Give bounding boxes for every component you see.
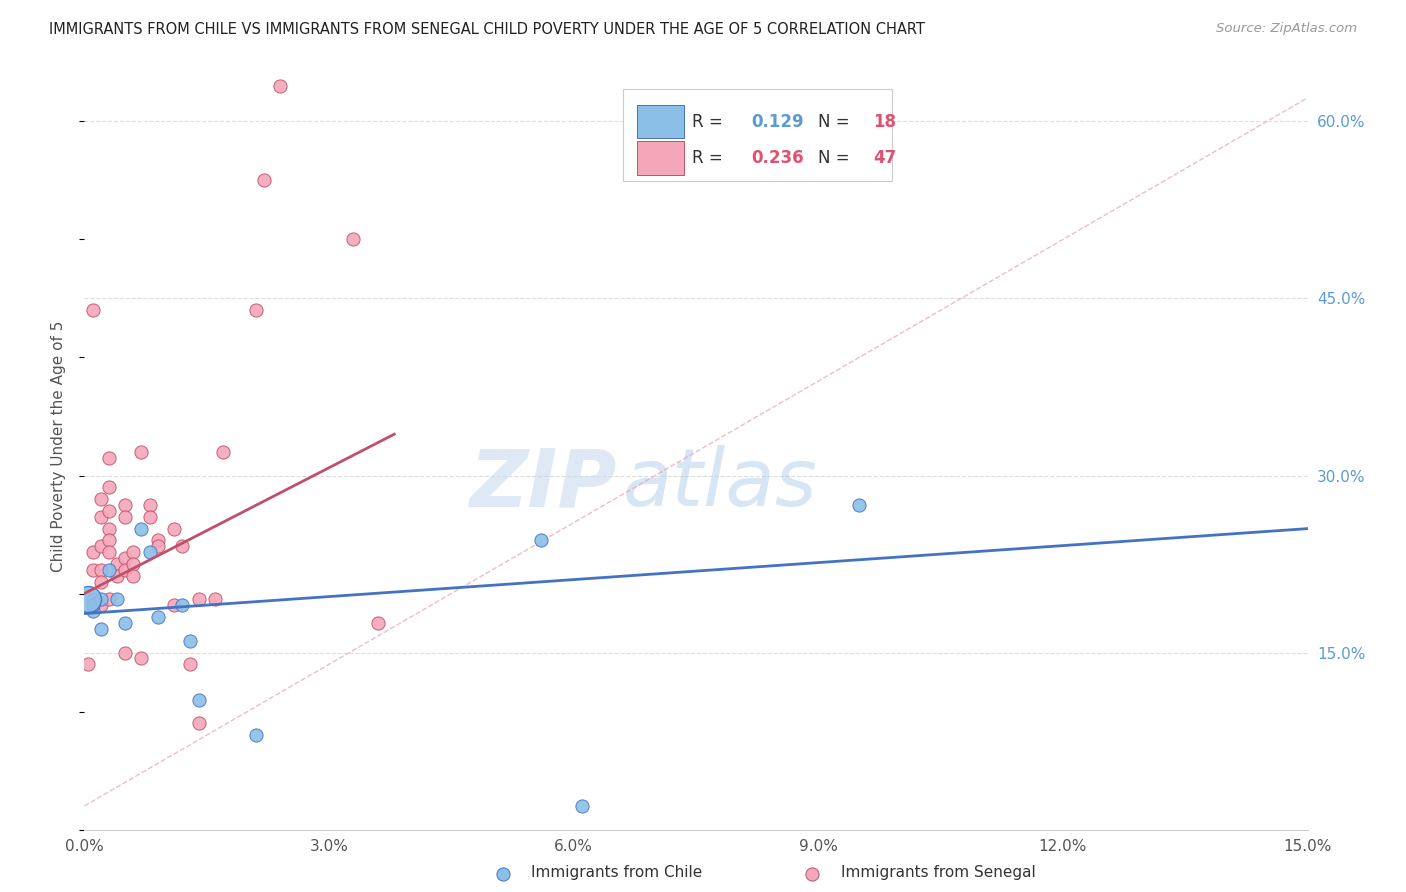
Point	[212, 445, 235, 459]
Point	[90, 599, 112, 613]
Text: R =: R =	[692, 112, 728, 130]
Point	[82, 599, 104, 613]
Point	[82, 545, 104, 559]
Text: N =: N =	[818, 112, 855, 130]
Point	[187, 716, 209, 731]
Point	[172, 539, 194, 553]
Point	[97, 522, 120, 536]
Point	[163, 522, 186, 536]
Point	[131, 445, 153, 459]
Point	[245, 303, 267, 318]
Text: R =: R =	[692, 149, 728, 168]
Point	[179, 657, 201, 672]
Point	[146, 610, 169, 624]
Point	[105, 569, 128, 583]
Point	[90, 622, 112, 636]
Point	[179, 633, 201, 648]
Point	[122, 557, 145, 571]
Point	[77, 592, 100, 607]
Point	[114, 615, 136, 630]
Point	[253, 173, 276, 187]
Point	[97, 533, 120, 548]
Text: N =: N =	[818, 149, 855, 168]
Point	[163, 599, 186, 613]
Point	[187, 592, 209, 607]
Text: Source: ZipAtlas.com: Source: ZipAtlas.com	[1216, 22, 1357, 36]
Point	[114, 563, 136, 577]
Point	[90, 563, 112, 577]
Text: 47: 47	[873, 149, 897, 168]
Point	[204, 592, 226, 607]
Point	[97, 563, 120, 577]
Point	[105, 557, 128, 571]
Point	[82, 604, 104, 618]
Point	[114, 498, 136, 512]
Point	[122, 545, 145, 559]
Point	[492, 867, 515, 881]
Point	[82, 592, 104, 607]
Point	[571, 799, 593, 814]
Point	[97, 545, 120, 559]
Point	[122, 569, 145, 583]
Point	[138, 545, 160, 559]
Point	[82, 303, 104, 318]
Text: 18: 18	[873, 112, 897, 130]
Point	[90, 539, 112, 553]
Point	[146, 533, 169, 548]
Text: Immigrants from Chile: Immigrants from Chile	[531, 865, 703, 880]
Text: 0.236: 0.236	[751, 149, 804, 168]
Point	[187, 692, 209, 706]
Point	[90, 509, 112, 524]
Point	[342, 232, 364, 246]
Point	[530, 533, 553, 548]
Point	[114, 551, 136, 566]
Point	[114, 509, 136, 524]
Point	[138, 498, 160, 512]
Point	[172, 599, 194, 613]
Point	[97, 504, 120, 518]
Point	[131, 522, 153, 536]
FancyBboxPatch shape	[623, 89, 891, 181]
FancyBboxPatch shape	[637, 142, 683, 175]
Point	[90, 492, 112, 507]
Text: IMMIGRANTS FROM CHILE VS IMMIGRANTS FROM SENEGAL CHILD POVERTY UNDER THE AGE OF : IMMIGRANTS FROM CHILE VS IMMIGRANTS FROM…	[49, 22, 925, 37]
Point	[97, 450, 120, 465]
Text: Immigrants from Senegal: Immigrants from Senegal	[841, 865, 1036, 880]
Point	[90, 592, 112, 607]
Point	[131, 651, 153, 665]
Point	[90, 574, 112, 589]
Point	[97, 592, 120, 607]
Point	[97, 480, 120, 494]
Y-axis label: Child Poverty Under the Age of 5: Child Poverty Under the Age of 5	[51, 320, 66, 572]
Point	[138, 509, 160, 524]
Point	[146, 539, 169, 553]
Point	[105, 592, 128, 607]
Text: ZIP: ZIP	[470, 445, 616, 524]
FancyBboxPatch shape	[637, 104, 683, 138]
Point	[367, 615, 389, 630]
Text: 0.129: 0.129	[751, 112, 804, 130]
Point	[848, 498, 870, 512]
Point	[114, 646, 136, 660]
Point	[77, 657, 100, 672]
Point	[82, 563, 104, 577]
Point	[801, 867, 824, 881]
Text: atlas: atlas	[623, 445, 817, 524]
Point	[269, 78, 291, 93]
Point	[245, 728, 267, 742]
